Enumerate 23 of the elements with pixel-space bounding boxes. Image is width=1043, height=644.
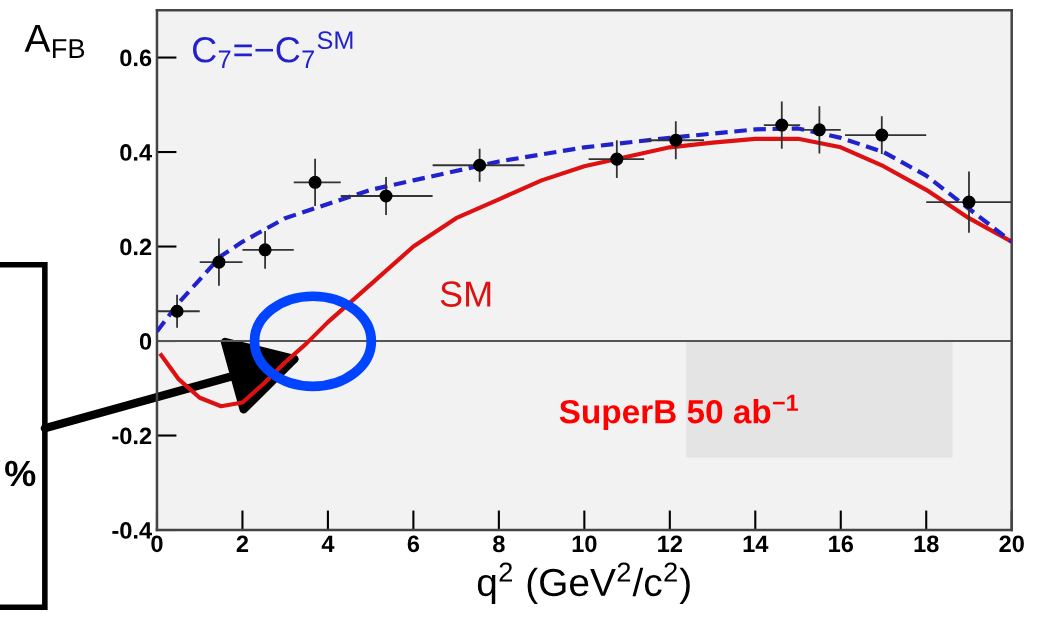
x-axis-title: q$^{2}$ (GeV$^{2}$/c$^{2}$) [477, 562, 690, 604]
y-tick-label: 0.6 [120, 49, 152, 67]
y-tick-label: 0.2 [120, 238, 152, 256]
x-tick-label: 14 [743, 535, 769, 552]
text: % [5, 460, 36, 487]
x-tick-label: 6 [407, 535, 420, 553]
x-tick-label: 0 [151, 535, 163, 553]
series-label: SM [440, 281, 491, 307]
x-tick-label: 20 [999, 535, 1024, 553]
text: C$_{7}$=−C$_{7}$$^{SM}$ [192, 31, 353, 68]
x-tick-label: 10 [572, 535, 597, 553]
y-tick-label: 0 [139, 333, 152, 350]
y-tick-label: -0.4 [112, 522, 152, 539]
x-tick-label: 18 [914, 535, 939, 553]
x-tick-label: 12 [658, 535, 682, 552]
annotation: SuperB 50 ab$^{−1}$ [559, 394, 798, 431]
y-axis-title: A$_{FB}$ [24, 25, 85, 58]
x-tick-label: 2 [236, 535, 249, 552]
y-tick-label: -0.2 [112, 427, 152, 445]
x-tick-label: 4 [321, 535, 335, 552]
y-tick-label: 0.4 [120, 144, 152, 161]
x-tick-label: 16 [829, 535, 854, 553]
x-tick-label: 8 [493, 535, 505, 553]
